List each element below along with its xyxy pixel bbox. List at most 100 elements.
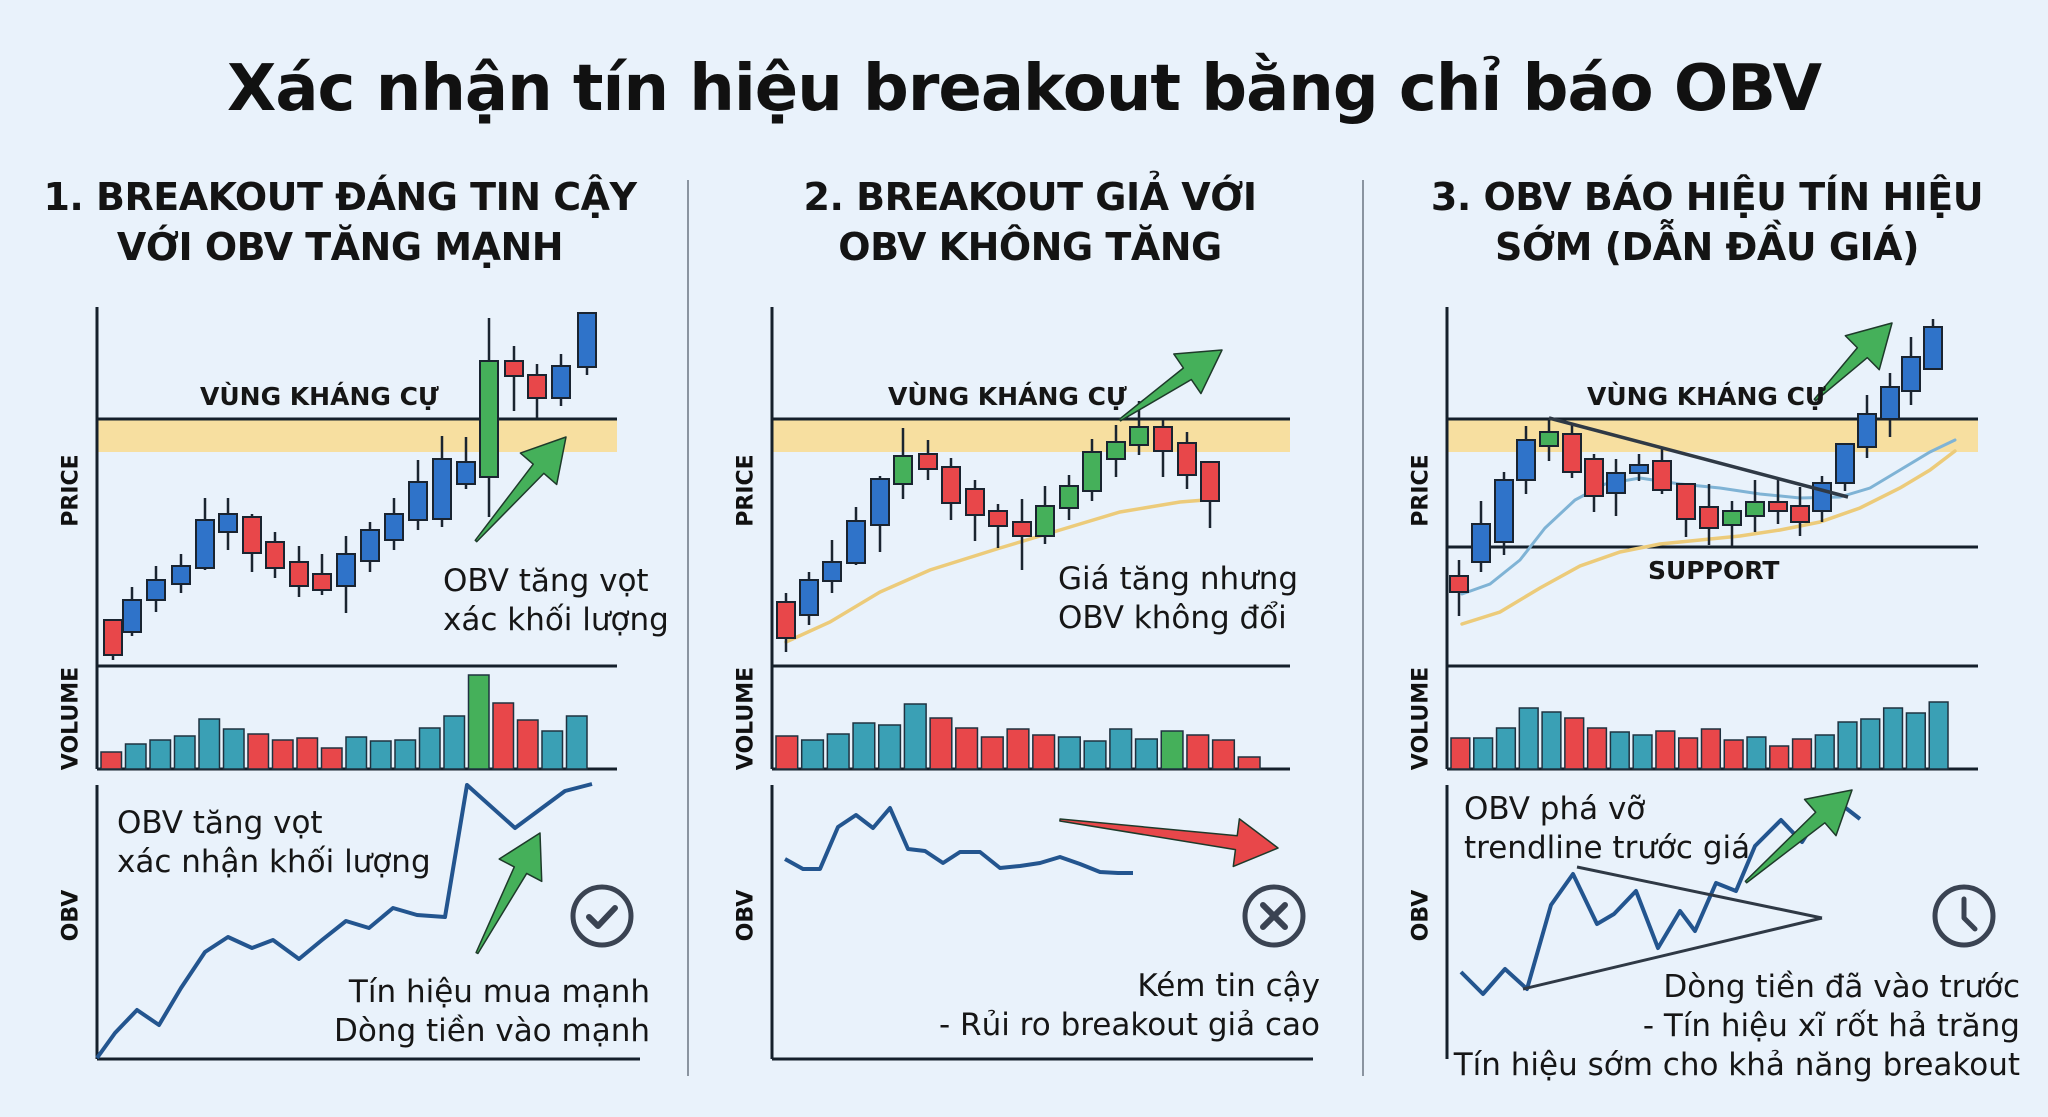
volume-bar xyxy=(1837,721,1858,770)
down-right-arrow-icon xyxy=(1059,818,1279,868)
candle-body xyxy=(1059,485,1079,509)
support-label: SUPPORT xyxy=(1648,556,1780,585)
note-line: Tín hiệu mua mạnh xyxy=(348,974,650,1010)
volume-bar xyxy=(1791,738,1813,770)
candle-body xyxy=(1494,479,1514,543)
volume-bar xyxy=(980,736,1004,770)
volume-bar xyxy=(826,733,850,770)
volume-bar xyxy=(1586,727,1608,770)
candle-body xyxy=(893,455,913,485)
panel-divider xyxy=(1362,180,1364,1076)
candle-body xyxy=(1012,521,1032,537)
obv-line xyxy=(784,806,1133,875)
volume-bar xyxy=(492,702,515,770)
volume-bar xyxy=(1083,740,1107,770)
moving-average-line xyxy=(784,498,1207,644)
panel-3-obv-note: OBV phá vỡ trendline trước giá xyxy=(1464,790,1750,868)
resistance-zone-label: VÙNG KHÁNG CỰ xyxy=(1587,382,1826,411)
panel-1-heading: 1. BREAKOUT ĐÁNG TIN CẬY VỚI OBV TĂNG MẠ… xyxy=(20,172,660,272)
clock-icon xyxy=(1932,884,1996,948)
volume-bar xyxy=(1814,734,1835,770)
volume-bar xyxy=(149,739,172,770)
candle-body xyxy=(265,541,285,569)
volume-bar xyxy=(1006,728,1030,770)
volume-bar xyxy=(1473,737,1494,770)
price-axis-label: PRICE xyxy=(58,454,84,527)
candle-body xyxy=(965,488,985,516)
panel-1-obv-note: OBV tăng vọt xác nhận khối lượng xyxy=(117,804,431,882)
note-line: - Rủi ro breakout giả cao xyxy=(938,1007,1320,1043)
moving-average-line xyxy=(1460,449,1957,626)
volume-bar xyxy=(1723,739,1744,770)
candle-body xyxy=(799,579,819,616)
candle-body xyxy=(846,520,866,564)
candle-body xyxy=(1880,386,1900,420)
obv-line xyxy=(95,782,593,1060)
volume-bar xyxy=(1541,711,1562,770)
volume-bar xyxy=(1237,756,1261,770)
candle-body xyxy=(1699,506,1719,529)
candle-body xyxy=(1153,426,1173,452)
volume-bar xyxy=(100,751,123,770)
volume-bar xyxy=(418,727,441,770)
up-arrow-icon xyxy=(1813,322,1893,402)
volume-bar xyxy=(320,747,343,770)
moving-average-line xyxy=(1460,438,1957,596)
volume-bar xyxy=(775,735,799,770)
candle-body xyxy=(1449,575,1469,593)
volume-bar xyxy=(955,727,979,770)
volume-bar xyxy=(1564,717,1585,770)
candle-body xyxy=(941,466,961,504)
note-line: Tín hiệu sớm cho khả năng breakout xyxy=(1453,1047,2020,1083)
volume-bar xyxy=(1609,731,1630,770)
check-circle-icon xyxy=(570,884,634,948)
candle-body xyxy=(1768,501,1788,512)
volume-bar xyxy=(271,739,294,770)
candle-body xyxy=(289,561,309,587)
volume-bar xyxy=(1746,736,1767,770)
obv-resistance-trendline xyxy=(1576,865,1823,920)
volume-bar xyxy=(443,715,466,770)
panel-3-heading: 3. OBV BÁO HIỆU TÍN HIỆU SỚM (DẪN ĐẦU GI… xyxy=(1372,172,2042,272)
panel-1-conclusion: Tín hiệu mua mạnh Dòng tiền vào mạnh xyxy=(330,973,650,1051)
volume-bar xyxy=(345,736,368,770)
candle-body xyxy=(1200,461,1220,502)
candle-body xyxy=(479,360,499,478)
candle-body xyxy=(1035,505,1055,537)
volume-bar xyxy=(296,737,319,770)
volume-bar xyxy=(1057,736,1081,770)
panel-3-heading-line2: SỚM (DẪN ĐẦU GIÁ) xyxy=(1495,225,1919,269)
volume-bar xyxy=(516,719,539,770)
panel-1-heading-line1: 1. BREAKOUT ĐÁNG TIN CẬY xyxy=(43,175,637,219)
volume-bar xyxy=(1677,737,1699,770)
panel-3-conclusion: Dòng tiền đã vào trước - Tín hiệu xĩ rốt… xyxy=(1420,968,2020,1085)
candle-body xyxy=(1129,426,1149,446)
volume-bar xyxy=(1160,730,1184,770)
note-line: Kém tin cậy xyxy=(1137,968,1320,1004)
candle-body xyxy=(1629,464,1649,474)
volume-bar xyxy=(1450,737,1471,770)
obv-support-trendline xyxy=(1522,916,1823,991)
note-line: xác nhận khối lượng xyxy=(117,844,431,880)
candle-body xyxy=(1471,523,1491,563)
note-line: Dòng tiền vào mạnh xyxy=(333,1013,650,1049)
candle-body xyxy=(195,519,215,569)
panel-divider xyxy=(687,180,689,1076)
panel-2-heading-line2: OBV KHÔNG TĂNG xyxy=(838,225,1222,269)
candle-body xyxy=(336,553,356,587)
candle-body xyxy=(551,365,571,399)
candle-body xyxy=(312,573,332,591)
candle-body xyxy=(988,510,1008,527)
volume-bar xyxy=(1700,728,1722,770)
candle-body xyxy=(242,516,262,554)
up-arrow-icon xyxy=(475,832,543,955)
volume-bar xyxy=(1860,718,1881,770)
candle-body xyxy=(1584,458,1604,497)
candle-body xyxy=(1722,510,1742,526)
volume-bar xyxy=(198,718,221,770)
volume-bar xyxy=(1109,728,1133,770)
volume-bar xyxy=(467,674,490,770)
candle-body xyxy=(171,565,191,585)
volume-bar xyxy=(369,740,392,770)
candle-body xyxy=(103,619,123,656)
